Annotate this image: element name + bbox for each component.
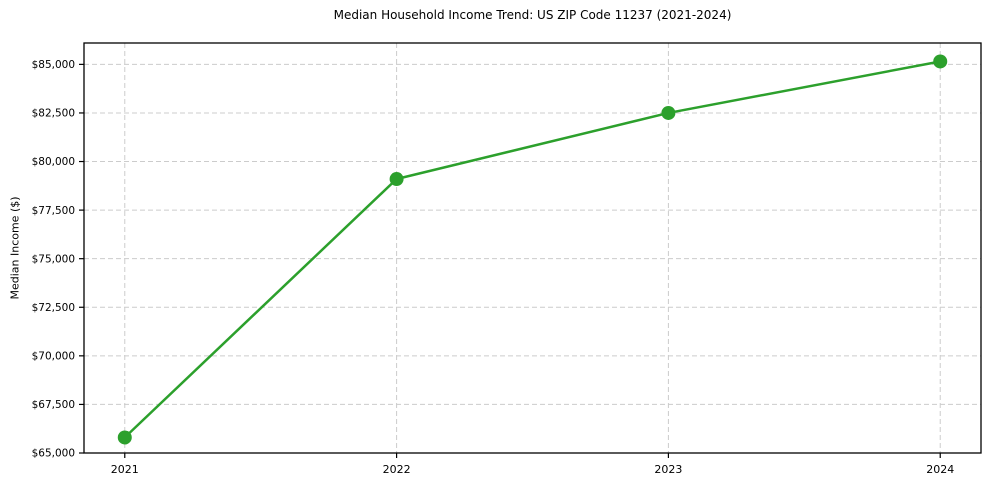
y-tick-label: $77,500 [32,205,75,217]
x-tick-label: 2021 [111,463,139,476]
y-tick-label: $80,000 [32,156,75,168]
y-tick-label: $85,000 [32,59,75,71]
x-tick-label: 2024 [926,463,954,476]
x-tick-label: 2023 [654,463,682,476]
y-tick-label: $82,500 [32,108,75,120]
plot-border [83,42,982,454]
y-tick-label: $72,500 [32,302,75,314]
x-tick-label: 2022 [383,463,411,476]
y-tick-label: $70,000 [32,351,75,363]
data-point [117,430,132,445]
data-point [661,105,676,120]
y-tick-label: $67,500 [32,399,75,411]
trend-line [123,60,942,439]
data-point [389,172,404,187]
chart-title: Median Household Income Trend: US ZIP Co… [333,8,732,22]
data-point [933,54,948,69]
y-tick-label: $75,000 [32,253,75,265]
y-tick-label: $65,000 [32,448,75,460]
